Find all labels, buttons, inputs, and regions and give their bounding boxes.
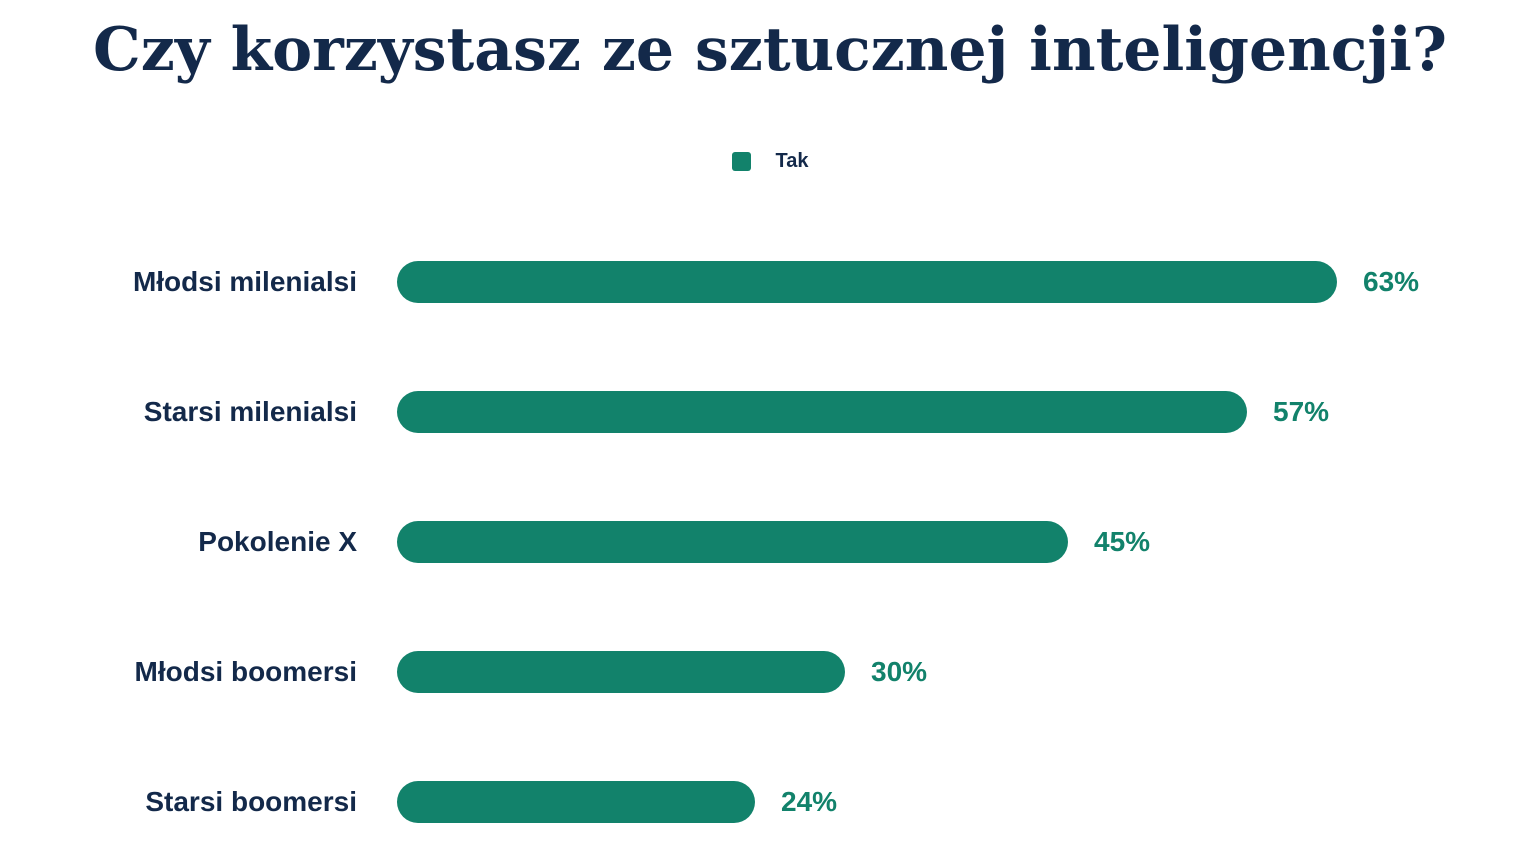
- chart-row: Starsi boomersi 24%: [0, 781, 1540, 823]
- value-label: 30%: [871, 656, 928, 687]
- chart-row: Starsi milenialsi 57%: [0, 391, 1540, 433]
- value-label: 57%: [1273, 396, 1330, 427]
- legend-swatch-tak: [731, 152, 751, 171]
- category-label: Młodsi boomersi: [134, 656, 357, 687]
- chart-row: Pokolenie X 45%: [0, 521, 1540, 563]
- bar-tak: [397, 781, 755, 823]
- category-label: Pokolenie X: [198, 526, 357, 557]
- category-label: Starsi milenialsi: [143, 396, 357, 427]
- value-label: 63%: [1363, 266, 1420, 297]
- bar-tak: [397, 261, 1337, 303]
- category-label: Starsi boomersi: [145, 786, 357, 817]
- value-label: 24%: [781, 786, 838, 817]
- bar-tak: [397, 651, 845, 693]
- legend: Tak: [0, 150, 1540, 173]
- chart-title: Czy korzystasz ze sztucznej inteligencji…: [93, 15, 1447, 85]
- chart-row: Młodsi milenialsi 63%: [0, 261, 1540, 303]
- legend-label-tak: Tak: [775, 150, 809, 172]
- chart-row: Młodsi boomersi 30%: [0, 651, 1540, 693]
- value-label: 45%: [1094, 526, 1151, 557]
- bar-tak: [397, 521, 1068, 563]
- bar-tak: [397, 391, 1247, 433]
- category-label: Młodsi milenialsi: [132, 266, 357, 297]
